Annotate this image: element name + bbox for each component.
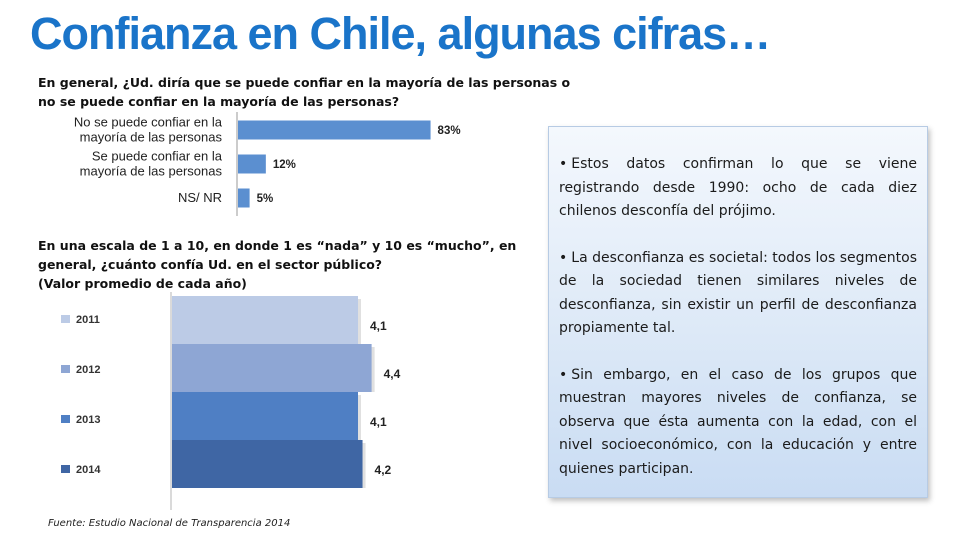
chart2-legend-swatch-2011	[61, 315, 70, 323]
chart2-legend-label-2013: 2013	[76, 414, 100, 426]
chart2-bar-2012	[172, 344, 372, 392]
question-trust-people: En general, ¿Ud. diría que se puede conf…	[38, 75, 571, 109]
chart2-bar-shade-2013	[358, 395, 361, 440]
chart2-legend-swatch-2013	[61, 415, 70, 423]
chart2-value-label-2014: 4,2	[375, 463, 392, 477]
chart1-bar-2	[238, 154, 266, 174]
question-trust-public-sector-note: (Valor promedio de cada año)	[38, 276, 247, 291]
summary-point-2: La desconfianza es societal: todos los s…	[559, 247, 917, 341]
page-title: Confianza en Chile, algunas cifras…	[30, 8, 771, 59]
source-note: Fuente: Estudio Nacional de Transparenci…	[48, 518, 291, 529]
chart1-value-label-3: 5%	[257, 193, 274, 205]
chart2-legend-swatch-2012	[61, 365, 70, 373]
chart1-category-label-2-line-1: Se puede confiar en la	[92, 149, 223, 164]
chart2-legend-label-2012: 2012	[76, 364, 100, 376]
chart2-bar-shade-2012	[371, 347, 375, 392]
chart1-category-label-1-line-1: No se puede confiar en la	[74, 115, 223, 130]
question-trust-public-sector: En una escala de 1 a 10, en donde 1 es “…	[38, 236, 558, 293]
chart2-value-label-2012: 4,4	[384, 367, 401, 381]
summary-list: Estos datos confirman lo que se viene re…	[559, 153, 917, 481]
chart1-value-label-2: 12%	[273, 159, 296, 171]
chart2-bar-shade-2011	[358, 299, 361, 344]
chart2-legend-label-2014: 2014	[76, 464, 101, 476]
chart2-value-label-2011: 4,1	[370, 319, 387, 333]
chart1-bar-1	[238, 120, 431, 140]
chart1-category-label-3-line-1: NS/ NR	[178, 190, 222, 205]
chart1-bar-3	[238, 188, 250, 208]
summary-box: Estos datos confirman lo que se viene re…	[548, 126, 928, 498]
chart2-legend-label-2011: 2011	[76, 314, 100, 326]
summary-point-1: Estos datos confirman lo que se viene re…	[559, 153, 917, 224]
chart1-value-label-1: 83%	[438, 125, 461, 137]
summary-point-3: Sin embargo, en el caso de los grupos qu…	[559, 364, 917, 482]
chart2-legend-swatch-2014	[61, 465, 70, 473]
chart2-bar-shade-2014	[362, 443, 366, 488]
chart2-value-label-2013: 4,1	[370, 415, 387, 429]
chart2-bar-2014	[172, 440, 363, 488]
chart2-bar-2013	[172, 392, 358, 440]
question-trust-public-sector-text: En una escala de 1 a 10, en donde 1 es “…	[38, 238, 517, 272]
chart2-bar-2011	[172, 296, 358, 344]
chart1-category-label-1-line-2: mayoría de las personas	[80, 130, 223, 145]
chart1-category-label-2-line-2: mayoría de las personas	[80, 164, 223, 179]
chart-trust-public-sector: 4,1 2011 4,4 2012 4,1 2013 4,2 2014	[61, 292, 401, 510]
